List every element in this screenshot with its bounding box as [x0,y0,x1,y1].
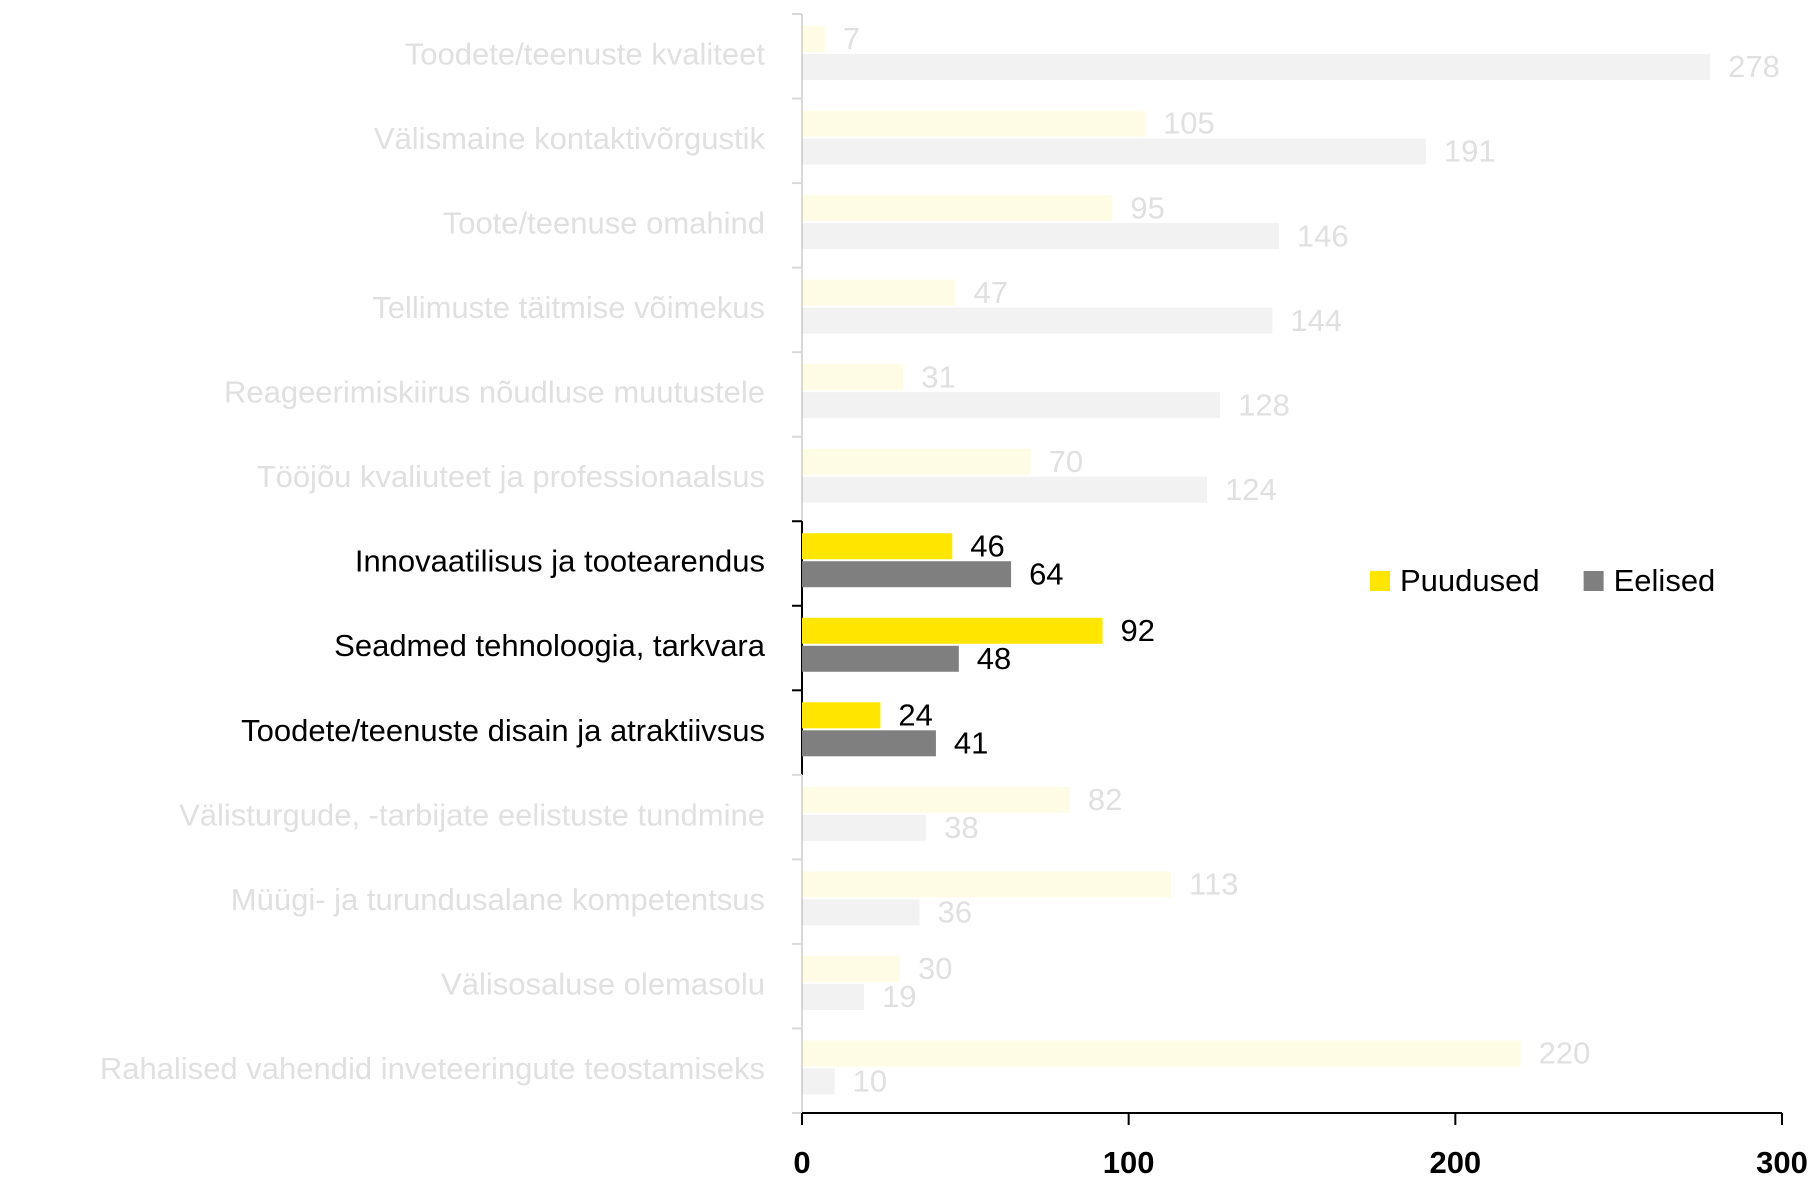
value-label: 19 [882,979,916,1014]
value-label: 92 [1121,613,1155,648]
bar [802,110,1145,137]
category-label: Reageerimiskiirus nõudluse muutustele [224,375,765,410]
bar [802,983,865,1010]
category-label: Toodete/teenuste kvaliteet [405,36,766,71]
bar [802,730,936,757]
value-label: 47 [974,275,1008,310]
category-label: Välisturgude, -tarbijate eelistuste tund… [179,797,765,832]
bar [802,476,1208,503]
bar [802,279,956,306]
x-tick-label: 0 [793,1145,810,1180]
value-label: 278 [1728,49,1780,84]
x-tick-label: 100 [1103,1145,1155,1180]
x-tick-label: 300 [1756,1145,1808,1180]
value-label: 144 [1290,303,1342,338]
value-label: 70 [1049,444,1083,479]
value-label: 95 [1130,190,1164,225]
value-label: 46 [970,528,1004,563]
bar [802,871,1172,898]
bar [802,364,904,391]
value-label: 82 [1088,782,1122,817]
value-label: 64 [1029,556,1063,591]
bar [802,702,881,729]
bar [802,561,1012,588]
bar [802,617,1103,644]
value-label: 7 [843,21,860,56]
legend-swatch [1370,571,1390,591]
x-tick-label: 200 [1429,1145,1481,1180]
value-label: 48 [977,641,1011,676]
category-label: Toote/teenuse omahind [443,206,765,241]
bar [802,54,1711,80]
bar [802,26,825,52]
value-label: 191 [1444,134,1496,169]
value-label: 220 [1539,1036,1591,1071]
bar [802,645,959,672]
value-label: 10 [853,1064,887,1099]
category-label: Välisosaluse olemasolu [441,966,765,1001]
value-label: 105 [1163,106,1215,141]
category-label: Rahalised vahendid inveteeringute teosta… [100,1051,765,1086]
bar [802,448,1031,475]
value-label: 24 [898,697,932,732]
category-label: Välismaine kontaktivõrgustik [374,121,766,156]
category-label: Tööjõu kvaliuteet ja professionaalsus [257,459,765,494]
bar [802,392,1221,419]
bar [802,138,1426,165]
category-label: Seadmed tehnoloogia, tarkvara [334,628,766,663]
value-label: 128 [1238,387,1290,422]
value-label: 146 [1297,218,1349,253]
legend-label: Puudused [1400,563,1540,598]
value-label: 41 [954,725,988,760]
category-label: Müügi- ja turundusalane kompetentsus [231,882,765,917]
value-label: 124 [1225,472,1277,507]
legend-label: Eelised [1614,563,1716,598]
value-label: 36 [938,895,972,930]
value-label: 30 [918,951,952,986]
bar [802,814,927,841]
category-label: Toodete/teenuste disain ja atraktiivsus [241,713,765,748]
value-label: 31 [921,359,955,394]
value-label: 113 [1189,867,1238,902]
bar [802,195,1113,222]
bar [802,1068,835,1095]
bar [802,307,1273,334]
legend-swatch [1583,571,1604,591]
bar [802,1040,1521,1067]
bar [802,223,1279,250]
bar [802,899,920,926]
bar [802,786,1070,813]
bar [802,533,953,560]
value-label: 38 [944,810,978,845]
bar [802,955,900,982]
category-label: Tellimuste täitmise võimekus [372,290,765,325]
category-label: Innovaatilisus ja tootearendus [355,544,765,579]
